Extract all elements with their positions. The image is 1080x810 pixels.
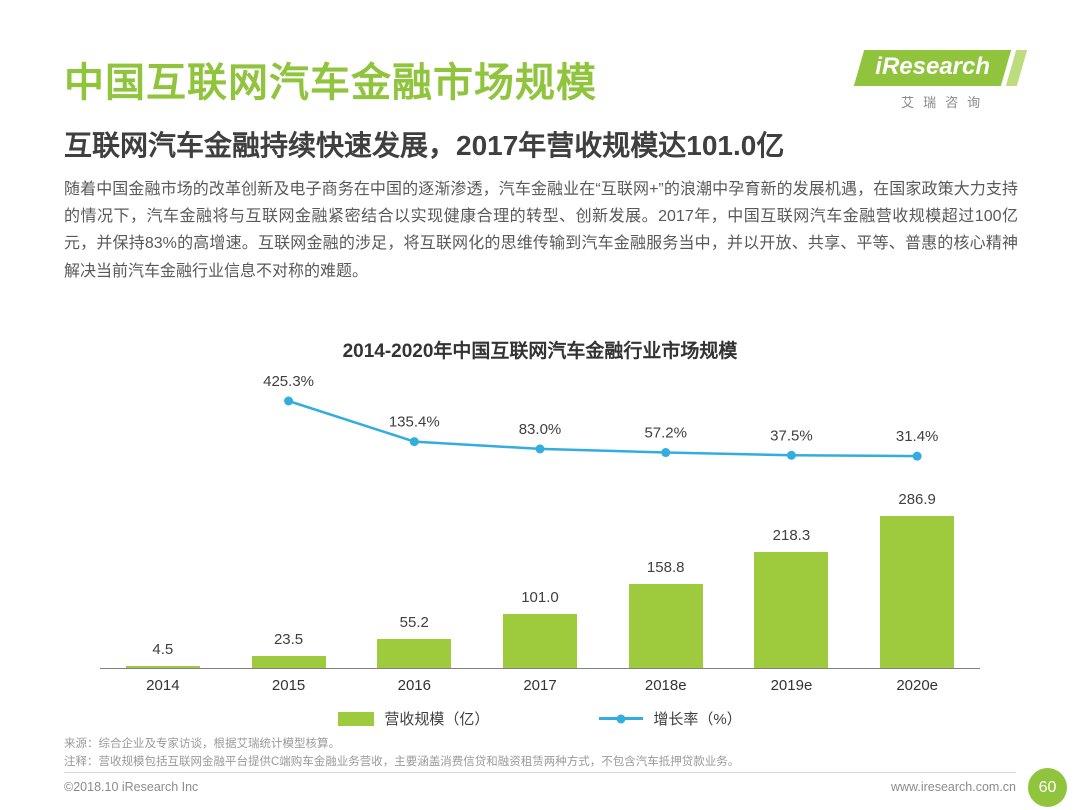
annotation-note: 注释：营收规模包括互联网金融平台提供C端购车金融业务营收，主要涵盖消费信贷和融资…	[64, 755, 740, 768]
footnotes: 来源：综合企业及专家访谈，根据艾瑞统计模型核算。 注释：营收规模包括互联网金融平…	[64, 736, 1020, 772]
page-title: 中国互联网汽车金融市场规模	[64, 61, 597, 105]
x-axis-label-2015: 2015	[271, 677, 306, 694]
logo-banner-row: iResearch	[854, 50, 1028, 86]
legend-revenue-label: 营收规模（亿）	[384, 711, 490, 728]
x-axis-label-2016: 2016	[397, 677, 431, 694]
bar-value-label-2016: 55.2	[399, 614, 429, 631]
chart-title: 2014-2020年中国互联网汽车金融行业市场规模	[342, 341, 738, 362]
bar-value-label-2014: 4.5	[152, 641, 174, 658]
revenue-bar-2020e	[880, 516, 955, 668]
chart-plot: 4.5 23.5 55.2 101.0 158.8 218.3 286.9 425.3% 135…	[100, 366, 980, 669]
growth-swatch-icon	[599, 714, 644, 723]
growth-dot-icon	[616, 714, 626, 723]
bar-value-label-2017: 101.0	[521, 589, 559, 606]
chart: 4.5 23.5 55.2 101.0 158.8 218.3 286.9 425.3% 135…	[100, 366, 980, 694]
x-axis-label-2017: 2017	[523, 677, 557, 694]
bar-slot-2015: 23.5	[226, 366, 352, 668]
legend-item-growth: 增长率（%）	[599, 708, 742, 729]
bar-value-label-2015: 23.5	[273, 631, 304, 648]
page-number-badge: 60	[1028, 768, 1067, 807]
revenue-bar-2019e	[754, 552, 829, 668]
revenue-bar-2014	[125, 666, 200, 668]
bar-slot-2017: 101.0	[477, 366, 603, 668]
chart-legend: 营收规模（亿） 增长率（%）	[100, 708, 980, 729]
x-axis-label-2020e: 2020e	[896, 677, 939, 694]
iresearch-logo: iResearch 艾瑞咨询	[854, 50, 1028, 111]
logo-banner: iResearch	[854, 50, 1012, 86]
logo-wordmark: iResearch	[875, 53, 991, 80]
legend-item-revenue: 营收规模（亿）	[338, 708, 489, 729]
bar-slot-2018e: 158.8	[603, 366, 729, 668]
bar-value-label-2019e: 218.3	[772, 527, 811, 544]
revenue-bar-2017	[502, 614, 577, 668]
x-axis-label-2019e: 2019e	[770, 677, 813, 694]
bar-slot-2016: 55.2	[351, 366, 477, 668]
bar-slot-2014: 4.5	[100, 366, 226, 668]
footer: ©2018.10 iResearch Inc www.iresearch.com…	[64, 780, 1016, 794]
legend-growth-label: 增长率（%）	[653, 711, 742, 728]
copyright-text: ©2018.10 iResearch Inc	[64, 780, 199, 794]
revenue-bar-2018e	[628, 584, 703, 668]
slide-headline: 互联网汽车金融持续快速发展，2017年营收规模达101.0亿	[64, 130, 785, 161]
body-paragraph: 随着中国金融市场的改革创新及电子商务在中国的逐渐渗透，汽车金融业在“互联网+”的…	[64, 181, 1018, 280]
revenue-bar-2015	[251, 656, 326, 668]
footer-divider	[64, 772, 1016, 773]
website-link[interactable]: www.iresearch.com.cn	[890, 780, 1016, 794]
logo-chinese-name: 艾瑞咨询	[901, 95, 990, 110]
revenue-bar-2016	[377, 639, 452, 668]
revenue-swatch-icon	[338, 711, 375, 726]
x-axis-label-2014: 2014	[146, 677, 180, 694]
x-axis-label-2018e: 2018e	[644, 677, 687, 694]
bar-slot-2020e: 286.9	[854, 366, 980, 668]
bar-slot-2019e: 218.3	[729, 366, 855, 668]
source-note: 来源：综合企业及专家访谈，根据艾瑞统计模型核算。	[64, 738, 340, 750]
chart-x-axis: 2014 2015 2016 2017 2018e 2019e 2020e	[100, 669, 980, 694]
bar-value-label-2020e: 286.9	[898, 491, 936, 508]
bar-value-label-2018e: 158.8	[646, 559, 685, 576]
